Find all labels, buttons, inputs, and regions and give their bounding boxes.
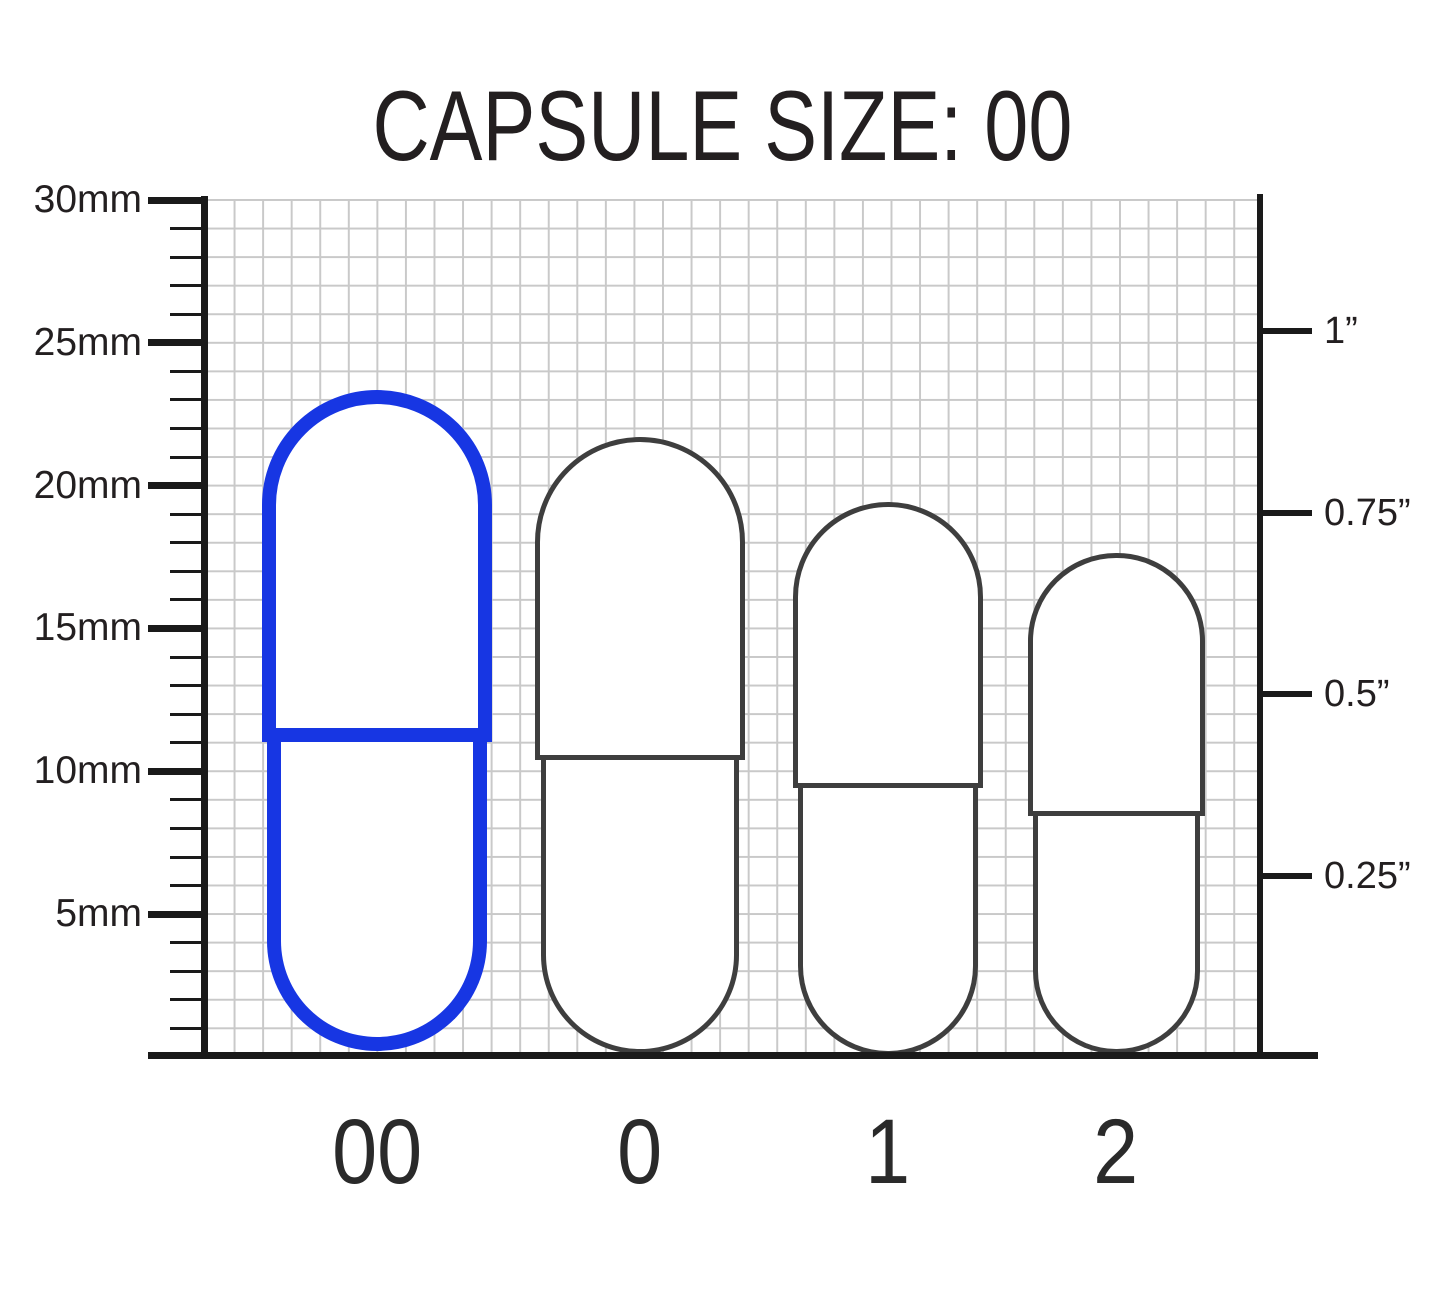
mm-minor-tick bbox=[170, 512, 206, 516]
mm-minor-tick bbox=[170, 826, 206, 830]
mm-tick-label-5: 5mm bbox=[55, 892, 142, 935]
mm-minor-tick bbox=[170, 312, 206, 316]
mm-tick-label-20: 20mm bbox=[33, 464, 142, 507]
mm-minor-tick bbox=[170, 655, 206, 659]
mm-minor-tick bbox=[170, 741, 206, 745]
mm-minor-tick bbox=[170, 255, 206, 259]
right-axis-ruler bbox=[1257, 194, 1263, 1057]
capsule-0-body bbox=[541, 760, 739, 1054]
mm-minor-tick bbox=[170, 684, 206, 688]
capsule-0-cap bbox=[535, 437, 745, 760]
inch-tick-label-025: 0.25” bbox=[1324, 855, 1411, 897]
mm-tick-10 bbox=[148, 768, 206, 775]
mm-tick-5 bbox=[148, 911, 206, 918]
inch-tick-1 bbox=[1259, 328, 1312, 334]
mm-minor-tick bbox=[170, 455, 206, 459]
capsule-1-cap bbox=[793, 502, 983, 788]
mm-minor-tick bbox=[170, 855, 206, 859]
capsule-1-body bbox=[798, 788, 978, 1056]
capsule-00-cap bbox=[262, 390, 492, 742]
inch-tick-label-1: 1” bbox=[1324, 310, 1358, 352]
mm-minor-tick bbox=[170, 969, 206, 973]
mm-tick-label-10: 10mm bbox=[33, 749, 142, 792]
inch-tick-075 bbox=[1259, 510, 1312, 516]
mm-minor-tick bbox=[170, 998, 206, 1002]
mm-minor-tick bbox=[170, 884, 206, 888]
mm-tick-label-30: 30mm bbox=[33, 178, 142, 221]
capsule-00-body bbox=[267, 742, 487, 1051]
mm-tick-30 bbox=[148, 197, 206, 204]
mm-tick-15 bbox=[148, 625, 206, 632]
mm-tick-label-15: 15mm bbox=[33, 606, 142, 649]
capsule-2-body bbox=[1033, 816, 1200, 1054]
mm-tick-label-25: 25mm bbox=[33, 321, 142, 364]
x-axis-line bbox=[148, 1052, 1318, 1059]
inch-tick-025 bbox=[1259, 873, 1312, 879]
capsule-size-label-00: 00 bbox=[331, 1101, 423, 1203]
inch-tick-05 bbox=[1259, 691, 1312, 697]
mm-minor-tick bbox=[170, 541, 206, 545]
mm-minor-tick bbox=[170, 369, 206, 373]
mm-minor-tick bbox=[170, 426, 206, 430]
inch-tick-label-05: 0.5” bbox=[1324, 673, 1390, 715]
capsule-2-cap bbox=[1028, 553, 1205, 816]
capsule-size-label-2: 2 bbox=[1093, 1101, 1139, 1203]
mm-tick-25 bbox=[148, 339, 206, 346]
mm-minor-tick bbox=[170, 226, 206, 230]
mm-minor-tick bbox=[170, 598, 206, 602]
capsule-size-label-0: 0 bbox=[617, 1101, 663, 1203]
page-title: CAPSULE SIZE: 00 bbox=[372, 70, 1073, 181]
mm-tick-20 bbox=[148, 482, 206, 489]
mm-minor-tick bbox=[170, 798, 206, 802]
mm-minor-tick bbox=[170, 1026, 206, 1030]
mm-minor-tick bbox=[170, 398, 206, 402]
capsule-size-label-1: 1 bbox=[865, 1101, 911, 1203]
mm-minor-tick bbox=[170, 712, 206, 716]
mm-minor-tick bbox=[170, 284, 206, 288]
inch-tick-label-075: 0.75” bbox=[1324, 492, 1411, 534]
mm-minor-tick bbox=[170, 569, 206, 573]
mm-minor-tick bbox=[170, 941, 206, 945]
